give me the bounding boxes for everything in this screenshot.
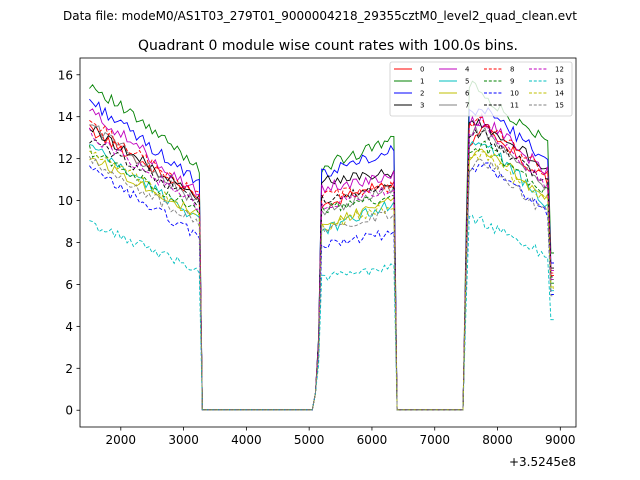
series-line-3: [89, 118, 554, 411]
y-tick-label: 10: [58, 194, 73, 208]
legend-label-1: 1: [420, 78, 424, 86]
plot-area: 2000 3000 4000 5000 6000 7000 8000 900002468101…: [58, 57, 577, 447]
legend-box: [389, 61, 573, 117]
y-tick-label: 16: [58, 68, 73, 82]
legend-label-10: 10: [510, 90, 519, 98]
y-tick-label: 2: [65, 362, 73, 376]
legend-label-14: 14: [555, 90, 564, 98]
y-tick-label: 4: [65, 320, 73, 334]
x-tick-label: 8000: [482, 433, 513, 447]
y-tick-label: 6: [65, 278, 73, 292]
x-tick-label: 4000: [231, 433, 262, 447]
x-tick-label: 3000: [168, 433, 199, 447]
x-tick-label: 7000: [419, 433, 450, 447]
legend-label-5: 5: [465, 78, 469, 86]
x-tick-label: 5000: [294, 433, 325, 447]
legend-label-3: 3: [420, 102, 424, 110]
legend-label-8: 8: [510, 66, 514, 74]
y-tick-label: 14: [58, 110, 73, 124]
x-tick-label: 2000: [106, 433, 137, 447]
series-line-11: [89, 129, 554, 411]
legend-label-2: 2: [420, 90, 424, 98]
x-offset-label: +3.5245e8: [509, 455, 576, 469]
series-line-13: [89, 214, 554, 411]
legend-label-4: 4: [465, 66, 470, 74]
y-tick-label: 12: [58, 152, 73, 166]
x-tick-label: 9000: [545, 433, 576, 447]
suptitle: Data file: modeM0/AS1T03_279T01_90000042…: [63, 9, 577, 23]
x-tick-label: 6000: [357, 433, 388, 447]
legend-label-11: 11: [510, 102, 519, 110]
legend-label-7: 7: [465, 102, 469, 110]
series-line-15: [88, 156, 554, 411]
legend-label-6: 6: [465, 90, 470, 98]
legend-label-12: 12: [555, 66, 564, 74]
series-line-12: [88, 123, 554, 411]
legend-label-9: 9: [510, 78, 514, 86]
series-line-10: [89, 162, 554, 411]
series-line-14: [89, 150, 554, 411]
legend-label-0: 0: [420, 66, 424, 74]
y-tick-label: 0: [65, 404, 73, 418]
legend-label-13: 13: [555, 78, 564, 86]
y-tick-label: 8: [65, 236, 73, 250]
chart-title: Quadrant 0 module wise count rates with …: [138, 38, 518, 54]
series-line-9: [88, 140, 554, 411]
legend-label-15: 15: [555, 102, 564, 110]
